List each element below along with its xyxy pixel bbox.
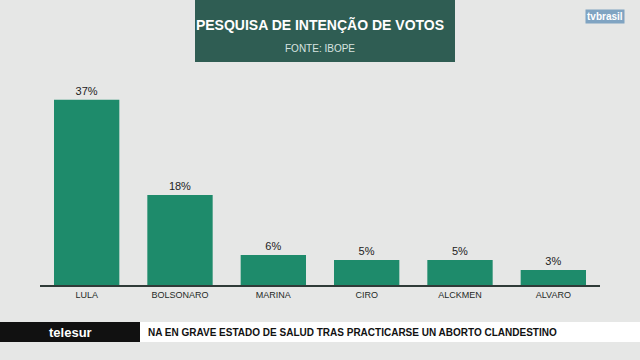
svg-text:CIRO: CIRO bbox=[355, 290, 378, 300]
svg-text:FONTE: IBOPE: FONTE: IBOPE bbox=[285, 43, 355, 54]
svg-text:18%: 18% bbox=[169, 180, 191, 192]
svg-text:MARINA: MARINA bbox=[256, 290, 291, 300]
svg-text:ALCKMEN: ALCKMEN bbox=[438, 290, 482, 300]
svg-text:5%: 5% bbox=[452, 245, 468, 257]
svg-text:37%: 37% bbox=[76, 85, 98, 97]
svg-text:ALVARO: ALVARO bbox=[536, 290, 571, 300]
svg-text:3%: 3% bbox=[545, 255, 561, 267]
svg-text:6%: 6% bbox=[265, 240, 281, 252]
svg-text:telesur: telesur bbox=[49, 325, 92, 340]
svg-text:PESQUISA DE INTENÇÃO DE VOTOS: PESQUISA DE INTENÇÃO DE VOTOS bbox=[196, 16, 444, 33]
svg-text:BOLSONARO: BOLSONARO bbox=[151, 290, 208, 300]
svg-text:tvbrasil: tvbrasil bbox=[587, 11, 623, 22]
svg-text:LULA: LULA bbox=[75, 290, 98, 300]
svg-text:NA EN GRAVE ESTADO DE SALUD TR: NA EN GRAVE ESTADO DE SALUD TRAS PRACTIC… bbox=[148, 327, 557, 338]
svg-text:5%: 5% bbox=[359, 245, 375, 257]
